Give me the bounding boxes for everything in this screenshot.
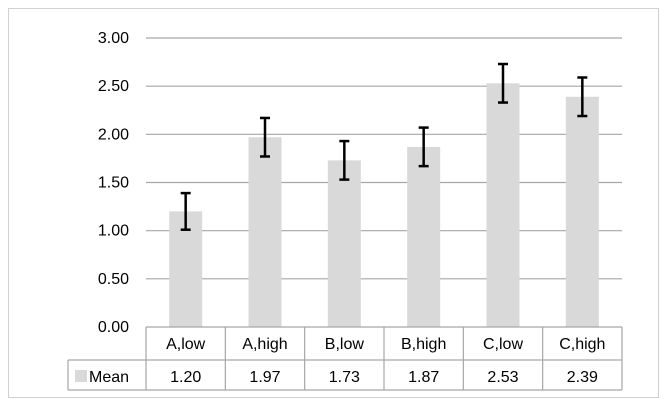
error-bar (418, 126, 429, 168)
error-bar (260, 116, 270, 158)
bar (565, 96, 599, 327)
x-category-label: C,low (483, 336, 523, 353)
data-table-value: 2.39 (567, 369, 598, 386)
data-table: A,low 1.20 A,high 1.97 B,low 1.73 B,high 1.87 C,… (67, 326, 623, 391)
legend-series-name: Mean (89, 369, 129, 386)
y-axis-tick-labels: 0.00 0.50 1.00 1.50 2.00 2.50 3.00 (98, 30, 129, 336)
x-category-label: C,high (559, 336, 605, 353)
y-tick-label: 0.00 (98, 319, 129, 336)
bar (486, 83, 520, 327)
x-category-label: A,high (242, 336, 287, 353)
error-bar (498, 62, 508, 104)
y-tick-label: 2.00 (98, 126, 129, 143)
x-category-label: B,low (325, 336, 365, 353)
y-tick-label: 3.00 (98, 30, 129, 47)
bar (327, 160, 361, 327)
y-tick-label: 1.00 (98, 223, 129, 240)
y-tick-label: 1.50 (98, 175, 129, 192)
data-table-value: 1.87 (408, 369, 439, 386)
y-tick-label: 2.50 (98, 78, 129, 95)
bars (169, 83, 599, 327)
x-category-label: B,high (401, 336, 446, 353)
bar (248, 137, 282, 327)
error-bar (180, 191, 191, 231)
y-tick-label: 0.50 (98, 271, 129, 288)
error-bars (180, 62, 588, 231)
data-table-value: 1.97 (249, 369, 280, 386)
bar (407, 146, 441, 327)
legend-swatch (75, 370, 87, 382)
error-bar (577, 76, 588, 118)
data-table-value: 2.53 (487, 369, 518, 386)
x-category-label: A,low (166, 336, 206, 353)
data-table-value: 1.73 (329, 369, 360, 386)
error-bar (339, 139, 350, 181)
gridlines (146, 37, 622, 280)
data-table-value: 1.20 (170, 369, 201, 386)
